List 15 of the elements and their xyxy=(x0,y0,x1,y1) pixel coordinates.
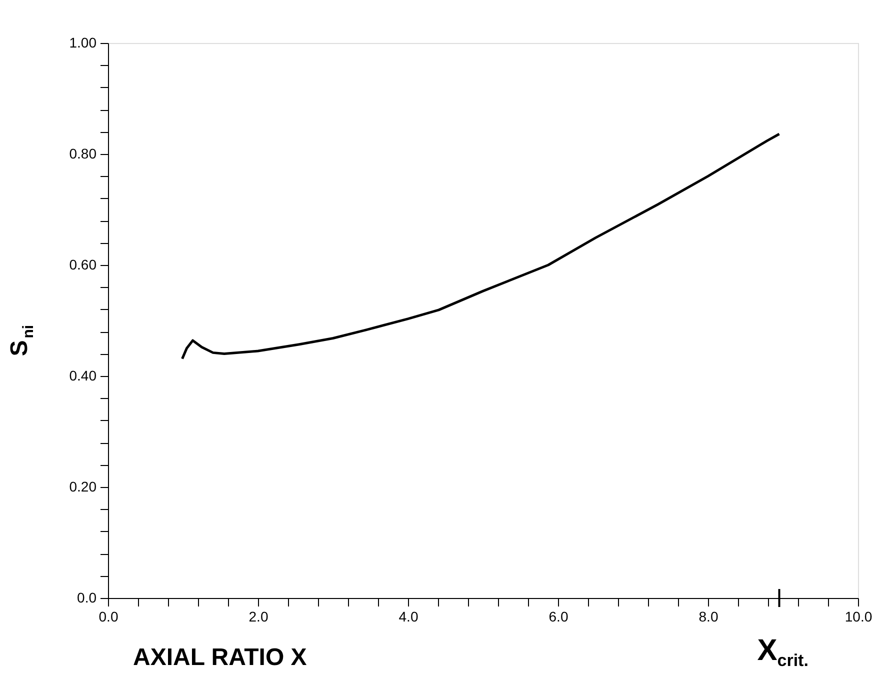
y-tick-label: 0.20 xyxy=(69,478,97,494)
x-tick-label: 8.0 xyxy=(698,608,718,624)
y-tick-label: 0.60 xyxy=(69,256,97,272)
x-tick-label: 2.0 xyxy=(248,608,268,624)
y-tick-label: 0.80 xyxy=(69,146,97,162)
x-axis-title: AXIAL RATIO X xyxy=(133,644,307,671)
y-tick-label: 1.00 xyxy=(69,34,97,50)
y-axis-title: Sni xyxy=(6,324,37,356)
x-tick-label: 0.0 xyxy=(98,608,118,624)
x-tick-label: 10.0 xyxy=(844,608,872,624)
x-tick-label: 4.0 xyxy=(398,608,418,624)
line-series xyxy=(181,132,780,360)
y-tick-label: 0.40 xyxy=(69,368,97,384)
y-tick-label: 0.0 xyxy=(77,590,97,606)
x-tick-label: 6.0 xyxy=(548,608,568,624)
